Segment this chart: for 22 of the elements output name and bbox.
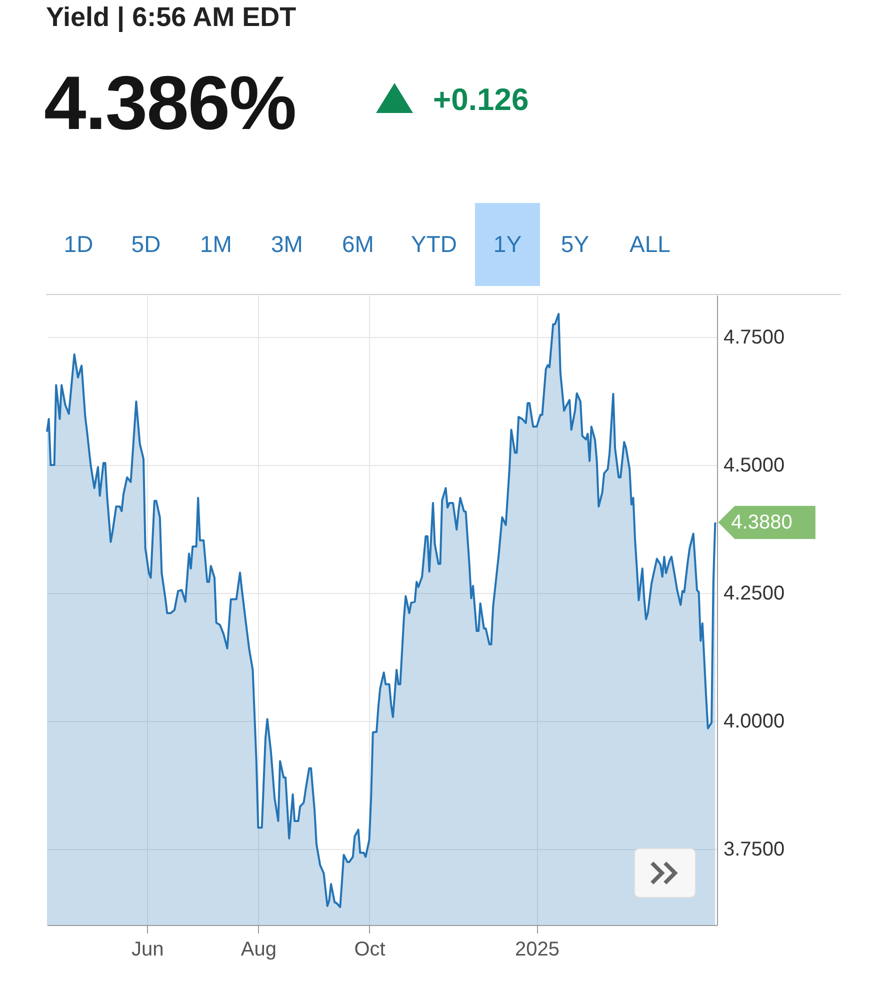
y-tick-label: 3.7500 <box>724 838 785 861</box>
text: 1Y <box>475 203 540 286</box>
y-tick-label: 4.7500 <box>724 326 785 348</box>
annotation: 4.3880 <box>731 511 792 534</box>
x-tick-label: Aug <box>240 938 276 960</box>
text: ALL <box>628 230 672 259</box>
text: 3M <box>270 230 304 259</box>
x-tick-label: Jun <box>132 938 164 960</box>
chart-title: Yield | 6:56 AM EDT <box>46 2 296 33</box>
y-tick-label: 4.2500 <box>724 582 785 605</box>
y-tick-label: 4.5000 <box>724 454 785 477</box>
text: 6M <box>341 230 375 259</box>
text: 1M <box>199 230 233 259</box>
text: +0.126 <box>433 82 529 118</box>
chart-subtitle: 4.386% <box>44 60 296 147</box>
x-tick-label: Oct <box>354 938 386 960</box>
y-tick-label: 4.0000 <box>724 710 785 733</box>
text: 5Y <box>560 230 590 259</box>
text: 5D <box>130 230 162 259</box>
text: YTD <box>410 230 458 259</box>
x-tick-label: 2025 <box>515 938 560 960</box>
text: 1D <box>62 230 94 259</box>
